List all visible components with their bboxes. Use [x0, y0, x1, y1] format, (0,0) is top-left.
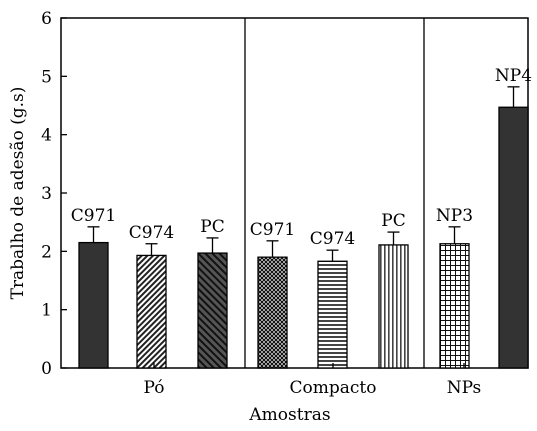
x-axis-label: Amostras [248, 405, 330, 425]
bar [78, 241, 109, 369]
y-tick-label: 0 [41, 359, 52, 379]
y-tick-label: 6 [41, 9, 52, 29]
y-tick-label: 5 [41, 67, 52, 87]
bar [257, 256, 288, 369]
y-tick-label: 3 [41, 184, 52, 204]
plot-area: 0 1 2 3 4 5 6 C971 C974 PC Pó C971 C974 PC Compacto NP3… [41, 9, 532, 398]
group-label: NPs [447, 378, 482, 398]
y-tick-label: 1 [41, 301, 52, 321]
bar [197, 252, 228, 369]
bar-label: C971 [71, 206, 116, 226]
bar [378, 244, 409, 369]
bar-label: NP3 [436, 206, 473, 226]
y-tick-label: 2 [41, 242, 52, 262]
bar [317, 260, 348, 369]
bar [498, 106, 529, 369]
bar-label: PC [381, 211, 405, 231]
bar-label: C974 [310, 229, 355, 249]
bar-label: C971 [250, 220, 295, 240]
bar [136, 254, 167, 369]
group-label: Pó [144, 378, 165, 398]
y-tick-label: 4 [41, 126, 52, 146]
y-axis-label: Trabalho de adesão (g.s) [8, 87, 28, 300]
bar [439, 243, 470, 369]
bar-label: NP4 [495, 66, 532, 86]
bar-label: PC [200, 217, 224, 237]
bar-label: C974 [129, 223, 174, 243]
group-label: Compacto [290, 378, 377, 398]
